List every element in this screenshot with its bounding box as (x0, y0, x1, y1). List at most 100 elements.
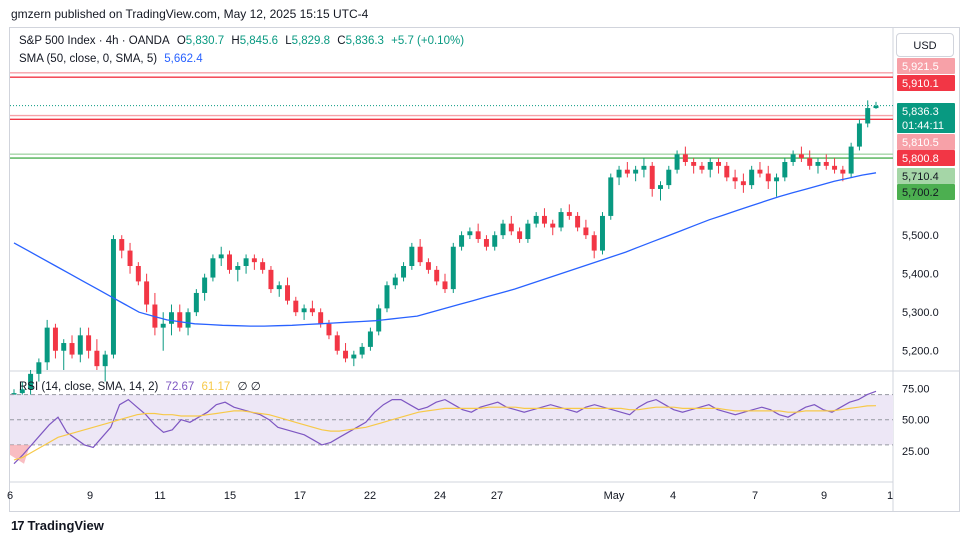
time-tick-label: 6 (7, 490, 13, 502)
candle (798, 154, 804, 159)
price-label: 5,921.5 (902, 61, 939, 73)
candle (417, 246, 423, 263)
candle (608, 177, 614, 216)
candle (243, 258, 249, 266)
candle (658, 185, 663, 189)
time-tick-label: 15 (224, 490, 236, 502)
candle (251, 258, 257, 263)
candle (102, 354, 108, 367)
candle (649, 165, 655, 189)
candle (160, 323, 166, 328)
price-label: 5,700.2 (902, 187, 939, 199)
sma-value: 5,662.4 (164, 53, 203, 65)
candle (583, 227, 589, 236)
candle (185, 312, 191, 328)
candle (268, 269, 274, 290)
time-tick-label: 4 (670, 490, 676, 502)
rsi-legend[interactable]: RSI (14, close, SMA, 14, 2) 72.67 61.17 … (19, 379, 265, 393)
candle (119, 239, 125, 251)
price-label-box (897, 75, 955, 91)
candle (260, 262, 266, 270)
rsi-ma-line (13, 405, 877, 461)
candle (343, 350, 349, 359)
symbol-legend[interactable]: S&P 500 Index · 4h · OANDA O5,830.7 H5,8… (19, 35, 472, 47)
candle (848, 146, 854, 174)
price-label: 5,910.1 (902, 78, 939, 90)
candle (450, 246, 456, 290)
candle (285, 285, 291, 301)
candle (94, 350, 100, 367)
candle (334, 335, 340, 351)
time-tick-label: 9 (821, 490, 827, 502)
candle (492, 235, 498, 247)
candle (749, 169, 755, 186)
publisher-header: gmzern published on TradingView.com, May… (11, 7, 369, 21)
rsi-ma-value: 61.17 (201, 381, 231, 393)
candle (235, 266, 241, 270)
candle (475, 231, 481, 240)
candle (44, 327, 50, 363)
candle (276, 285, 282, 290)
candle (52, 327, 58, 351)
brand-name: TradingView (27, 518, 104, 533)
currency-button[interactable]: USD (896, 33, 954, 57)
price-label-box (897, 103, 955, 119)
high-label: H (231, 35, 240, 47)
candle (77, 335, 83, 355)
candle (591, 235, 597, 251)
candle (699, 165, 705, 170)
rsi-line (13, 390, 877, 465)
rsi-oversold-fill (10, 444, 30, 464)
high-value: 5,845.6 (239, 35, 279, 47)
candle (500, 223, 506, 236)
candle (442, 281, 448, 290)
candle (392, 277, 398, 286)
candle (218, 254, 224, 259)
tradingview-logo-icon: 17 (11, 518, 25, 533)
time-tick-label: 7 (752, 490, 758, 502)
candle (732, 177, 738, 182)
time-tick-label: May (604, 490, 625, 502)
rsi-extra: ∅ ∅ (237, 381, 261, 393)
candle (144, 281, 150, 305)
price-tick-label: 5,500.0 (902, 230, 939, 242)
candle (724, 165, 730, 178)
candle (227, 254, 232, 270)
chart-frame (9, 27, 960, 512)
close-label: C (337, 35, 346, 47)
candle (616, 169, 622, 178)
price-label: 5,810.5 (902, 137, 939, 149)
candle (425, 262, 431, 270)
candle (508, 223, 514, 232)
candle (459, 235, 465, 247)
candle (782, 162, 788, 178)
candle (28, 373, 34, 390)
candle (351, 354, 357, 359)
candle (301, 308, 307, 313)
price-label-box (897, 134, 955, 150)
candle (823, 162, 829, 166)
candle (69, 343, 75, 355)
candle (359, 346, 365, 355)
candle (401, 266, 407, 278)
candle (599, 215, 605, 251)
candle (86, 335, 92, 351)
candle (624, 169, 630, 174)
candle (168, 312, 174, 324)
candle (309, 308, 315, 313)
symbol-name[interactable]: S&P 500 Index · 4h · OANDA (19, 35, 170, 47)
price-label: 01:44:11 (902, 120, 944, 132)
candle (674, 154, 680, 170)
candle (318, 312, 324, 324)
rsi-tick-label: 50.00 (902, 415, 930, 427)
candle (815, 162, 821, 166)
time-tick-label: 27 (491, 490, 503, 502)
price-label-box (897, 117, 955, 133)
candle (210, 258, 216, 278)
candle (832, 165, 838, 170)
candle (193, 292, 199, 313)
candle (533, 215, 539, 224)
sma-legend[interactable]: SMA (50, close, 0, SMA, 5) 5,662.4 (19, 53, 207, 65)
rsi-value: 72.67 (165, 381, 195, 393)
